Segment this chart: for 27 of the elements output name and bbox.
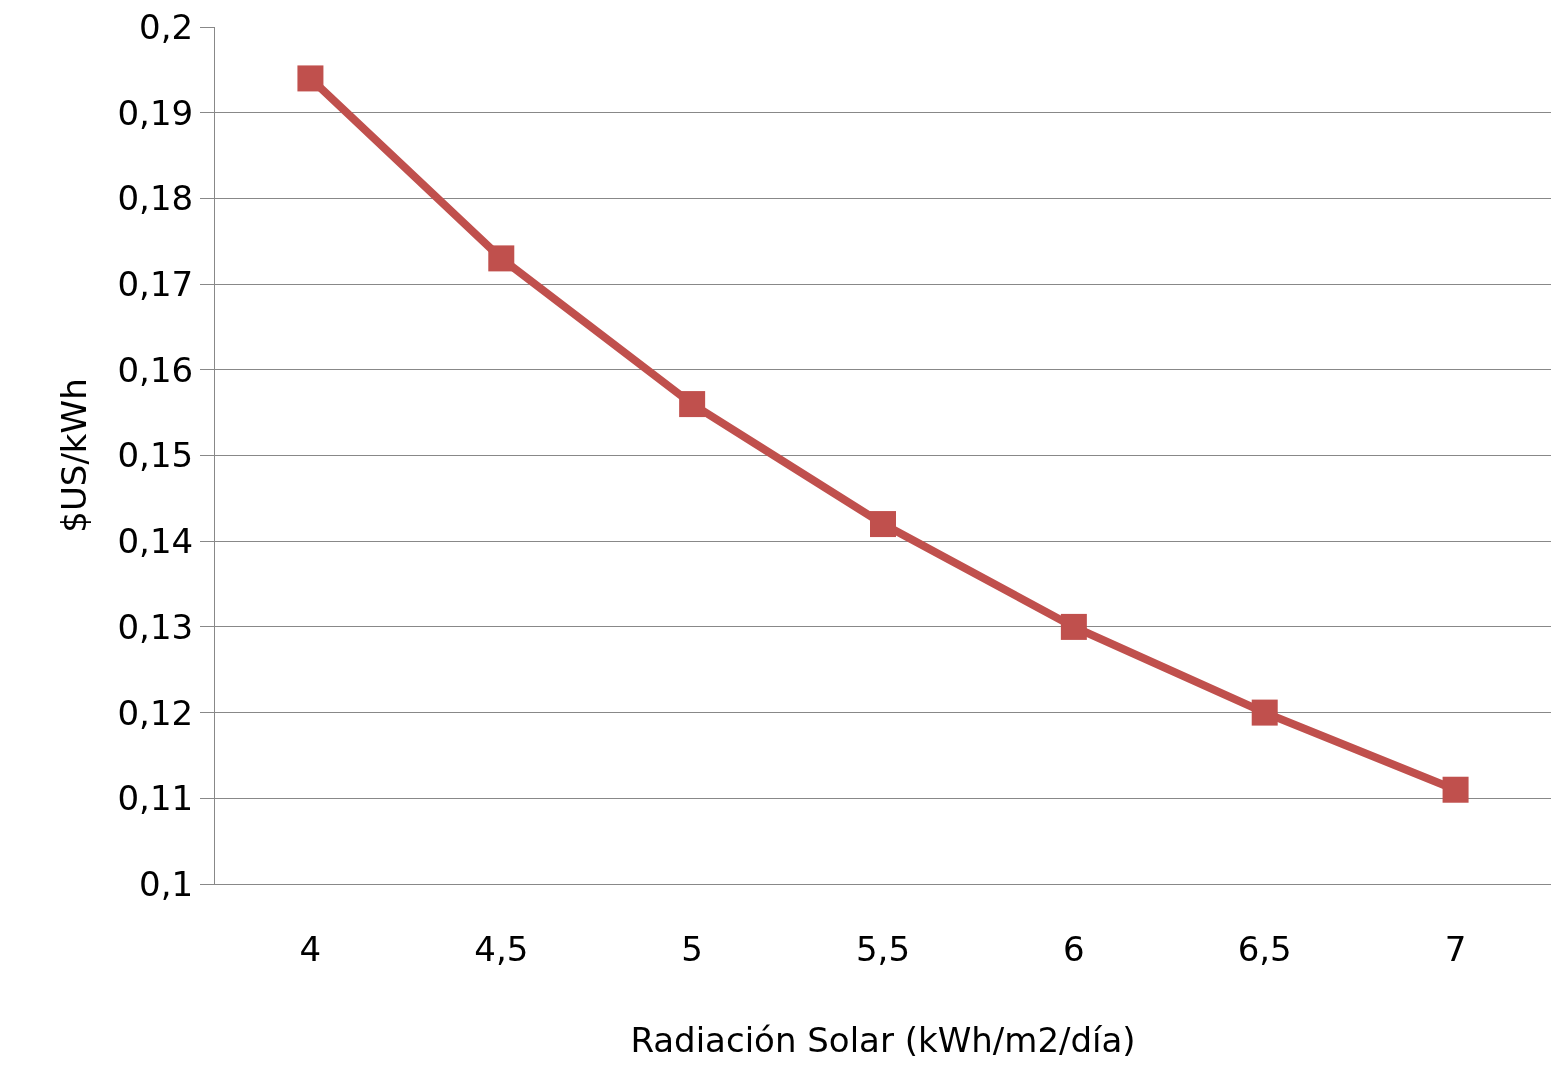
y-tick-label: 0,16 bbox=[117, 349, 194, 390]
y-tick-label: 0,13 bbox=[117, 606, 194, 647]
point bbox=[488, 245, 515, 272]
x-tick-label: 7 bbox=[1444, 928, 1467, 969]
point bbox=[1442, 776, 1469, 803]
x-tick-label: 4 bbox=[299, 928, 322, 969]
y-tick-label: 0,19 bbox=[117, 92, 194, 133]
y-tick-label: 0,1 bbox=[139, 863, 194, 904]
point bbox=[870, 511, 896, 538]
x-tick-label: 5 bbox=[681, 928, 703, 969]
y-tick-label: 0,15 bbox=[117, 435, 194, 476]
y-tick-label: 0,2 bbox=[139, 6, 194, 47]
x-tick-label: 4,5 bbox=[474, 928, 529, 969]
x-tick-label: 6 bbox=[1063, 928, 1085, 969]
x-tick-label: 6,5 bbox=[1237, 928, 1292, 969]
point bbox=[1251, 699, 1278, 726]
y-tick-label: 0,11 bbox=[117, 778, 194, 819]
x-tick-label: 5,5 bbox=[855, 928, 911, 969]
point bbox=[679, 391, 706, 418]
y-tick-label: 0,14 bbox=[117, 521, 194, 562]
y-tick-label: 0,17 bbox=[117, 264, 194, 304]
point bbox=[1060, 613, 1087, 640]
y-axis-title: $US/kWh bbox=[54, 378, 95, 533]
y-tick-label: 0,18 bbox=[117, 178, 194, 219]
point bbox=[297, 65, 324, 92]
x-axis-title: Radiación Solar (kWh/m2/día) bbox=[630, 1020, 1136, 1061]
y-tick-label: 0,12 bbox=[117, 692, 194, 733]
